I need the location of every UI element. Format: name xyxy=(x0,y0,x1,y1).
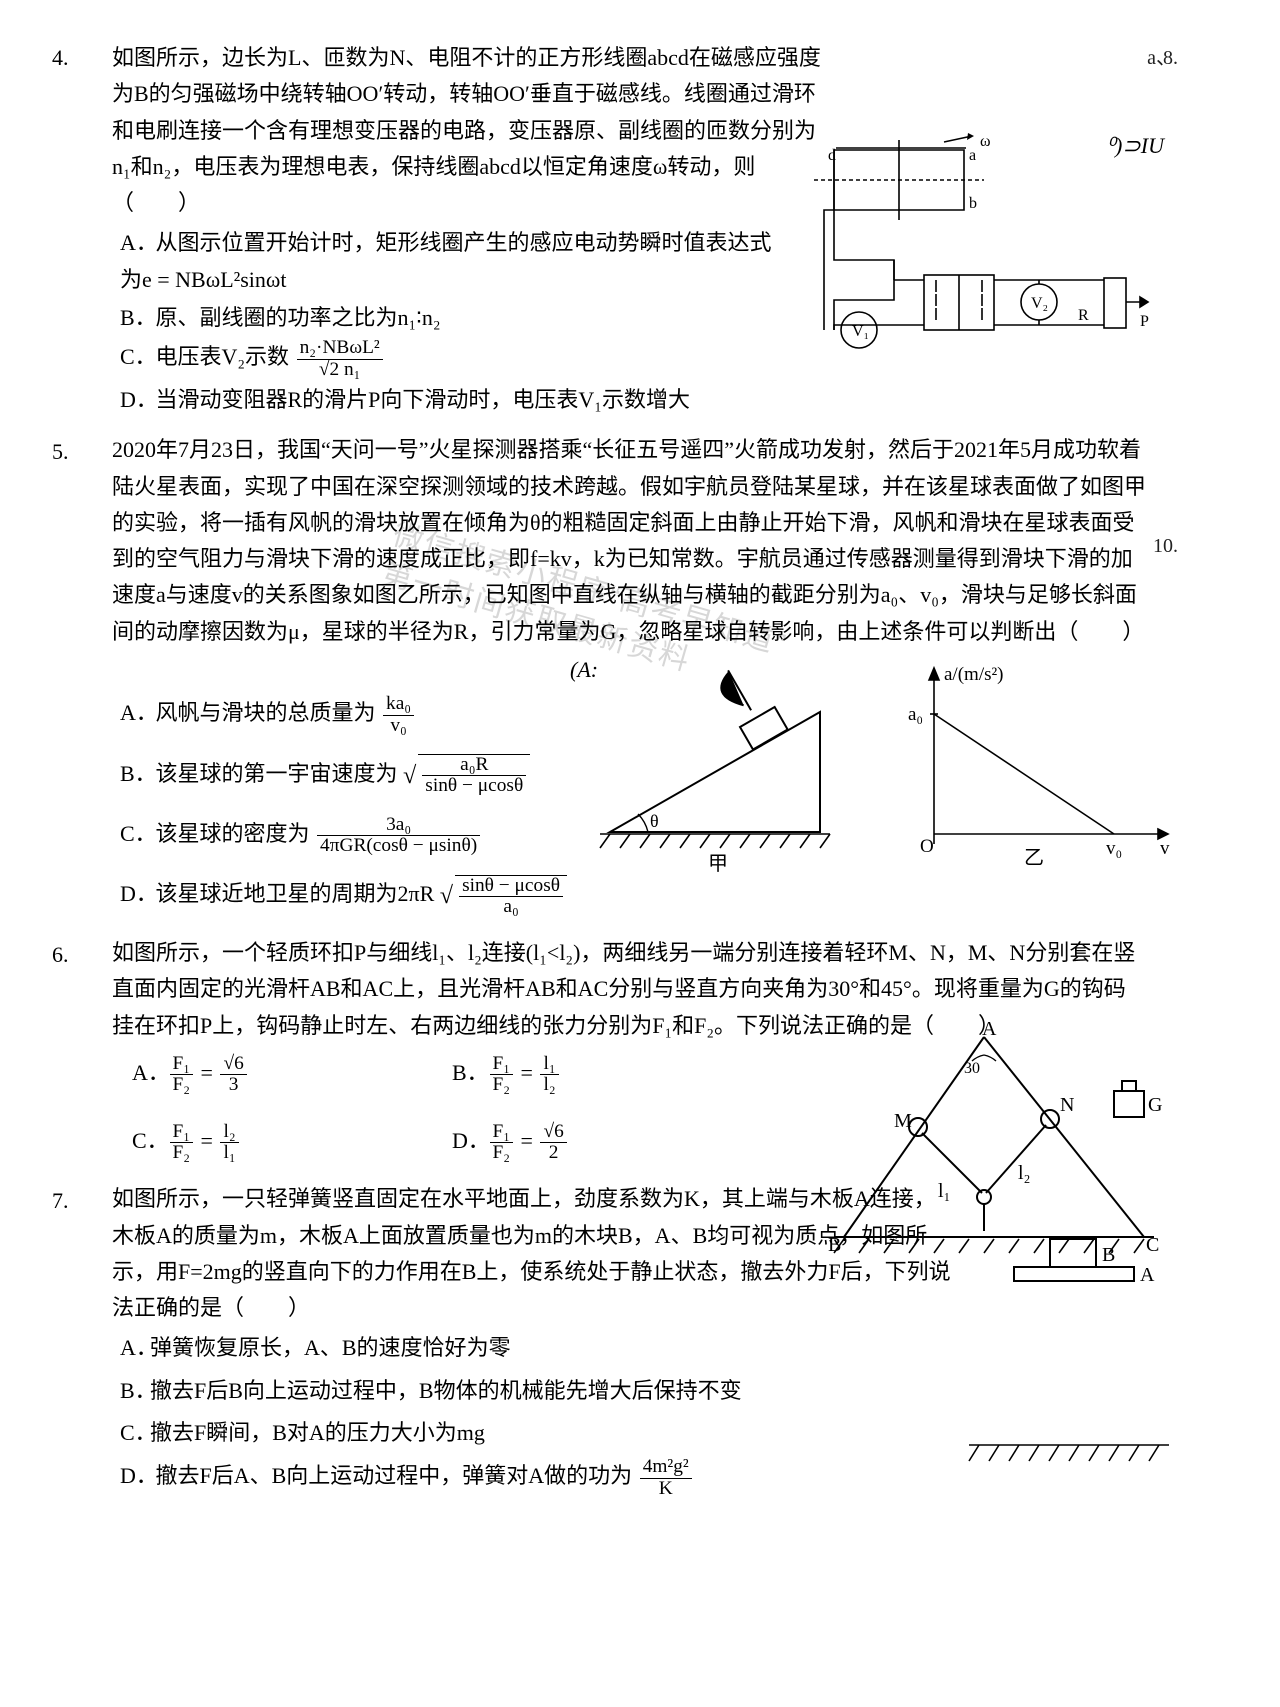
q4-number: 4. xyxy=(52,40,69,76)
q5-B-pre: 该星球的第一宇宙速度为 xyxy=(156,761,398,786)
q6-D: D． F₁F₂ = √62 xyxy=(452,1122,712,1164)
question-7: 7. 如图所示，一只轻弹簧竖直固定在水平地面上，劲度系数为K，其上端与木板A连接… xyxy=(90,1181,1154,1499)
q7-body: 如图所示，一只轻弹簧竖直固定在水平地面上，劲度系数为K，其上端与木板A连接，木板… xyxy=(112,1186,951,1320)
q6-C-label: C． xyxy=(132,1123,162,1159)
q6-D-label: D． xyxy=(452,1123,482,1159)
svg-text:ω: ω xyxy=(980,133,991,150)
q4-A-label: A． xyxy=(120,225,150,261)
q5-figure-1: θ 甲 xyxy=(590,672,870,872)
q7-number: 7. xyxy=(52,1183,69,1219)
q7-C-label: C． xyxy=(120,1415,150,1451)
svg-text:A: A xyxy=(1140,1264,1155,1286)
q4-B-label: B． xyxy=(120,300,150,336)
q4-A: 从图示位置开始计时，矩形线圈产生的感应电动势瞬时值表达式为e = NBωL²si… xyxy=(120,230,772,291)
svg-text:N: N xyxy=(1060,1094,1074,1116)
q7-C: 撤去F瞬间，B对A的压力大小为mg xyxy=(150,1420,485,1445)
q5-fig2-svg: a/(m/s²) a₀ O v₀ v 乙 xyxy=(894,664,1184,874)
svg-text:G: G xyxy=(1148,1094,1162,1116)
q4-fig-iu: ⁰)⊃IU xyxy=(1106,128,1164,164)
svg-text:b: b xyxy=(969,195,977,212)
question-6: 6. 如图所示，一个轻质环扣P与细线l₁、l₂连接(l₁<l₂)，两细线另一端分… xyxy=(90,935,1154,1163)
q6-B: B． F₁F₂ = l₁l₂ xyxy=(452,1054,712,1096)
q5-A-pre: 风帆与滑块的总质量为 xyxy=(156,700,376,725)
q5-B-label: B． xyxy=(120,756,150,792)
q5-body: 2020年7月23日，我国“天问一号”火星探测器搭乘“长征五号遥四”火箭成功发射… xyxy=(112,437,1146,643)
q7-D-frac: 4m²g²K xyxy=(640,1457,692,1499)
q4-C-pre: 电压表V₂示数 xyxy=(156,344,290,369)
q5-C-label: C． xyxy=(120,816,150,852)
question-5: 5. 2020年7月23日，我国“天问一号”火星探测器搭乘“长征五号遥四”火箭成… xyxy=(90,432,1154,917)
q5-A-frac: ka₀v₀ xyxy=(383,694,414,736)
q5-C-pre: 该星球的密度为 xyxy=(156,821,310,846)
svg-text:a₀: a₀ xyxy=(908,704,923,725)
svg-text:甲: 甲 xyxy=(708,853,728,875)
q7-A-label: A． xyxy=(120,1330,150,1366)
q7-D-label: D． xyxy=(120,1458,150,1494)
q6-A-label: A． xyxy=(132,1055,162,1091)
q5-number: 5. xyxy=(52,434,69,470)
q5-C-frac: 3a₀4πGR(cosθ − μsinθ) xyxy=(317,815,480,857)
q7-D-pre: 撤去F后A、B向上运动过程中，弹簧对A做的功为 xyxy=(156,1463,633,1488)
margin-note-10: 10. xyxy=(1153,530,1178,563)
svg-text:a: a xyxy=(969,147,976,164)
svg-text:乙: 乙 xyxy=(1024,847,1044,869)
q6-B-label: B． xyxy=(452,1055,482,1091)
q5-A-label: A． xyxy=(120,695,150,731)
q4-C-frac: n₂·NBωL² √2 n₁ xyxy=(297,338,383,380)
svg-text:v₀: v₀ xyxy=(1106,838,1122,859)
q4-B: 原、副线圈的功率之比为n₁∶n₂ xyxy=(156,305,441,330)
svg-text:V₁: V₁ xyxy=(852,323,869,340)
q7-B-label: B． xyxy=(120,1373,150,1409)
svg-text:P: P xyxy=(1140,313,1149,330)
q5-figure-2: a/(m/s²) a₀ O v₀ v 乙 xyxy=(894,664,1184,874)
q7-figure: B A xyxy=(984,1227,1174,1317)
q7-ground xyxy=(964,1439,1174,1469)
svg-text:a/(m/s²): a/(m/s²) xyxy=(944,664,1004,685)
q6-number: 6. xyxy=(52,937,69,973)
svg-text:R: R xyxy=(1078,307,1089,324)
svg-text:B: B xyxy=(1102,1244,1115,1266)
q5-fig1-svg: θ 甲 xyxy=(590,672,870,872)
q4-D: 当滑动变阻器R的滑片P向下滑动时，电压表V₁示数增大 xyxy=(156,387,690,412)
q4-C-label: C． xyxy=(120,339,150,375)
q4-body: 如图所示，边长为L、匝数为N、电阻不计的正方形线圈abcd在磁感应强度为B的匀强… xyxy=(112,45,821,215)
q5-B-frac: a₀Rsinθ − μcosθ xyxy=(418,754,530,797)
q6-A: A． F₁F₂ = √63 xyxy=(132,1054,392,1096)
svg-text:v: v xyxy=(1160,838,1170,859)
q5-D-pre: 该星球近地卫星的周期为2πR xyxy=(156,881,435,906)
svg-text:A: A xyxy=(982,1018,997,1040)
q7-A: 弹簧恢复原长，A、B的速度恰好为零 xyxy=(150,1335,511,1360)
svg-text:30: 30 xyxy=(964,1060,980,1077)
svg-text:θ: θ xyxy=(650,811,659,831)
svg-text:M: M xyxy=(894,1110,912,1132)
question-4: 4. 如图所示，边长为L、匝数为N、电阻不计的正方形线圈abcd在磁感应强度为B… xyxy=(90,40,1154,418)
svg-text:O: O xyxy=(920,836,934,857)
q7-fig-svg: B A xyxy=(984,1227,1174,1317)
q4-D-label: D． xyxy=(120,382,150,418)
svg-text:V₂: V₂ xyxy=(1031,295,1048,312)
q6-C: C． F₁F₂ = l₂l₁ xyxy=(132,1122,392,1164)
q4-figure: ⁰)⊃IU a b d ω xyxy=(804,130,1174,340)
q5-D-label: D． xyxy=(120,876,150,912)
q7-B: 撤去F后B向上运动过程中，B物体的机械能先增大后保持不变 xyxy=(150,1378,742,1403)
q5-D-frac: sinθ − μcosθa₀ xyxy=(455,875,567,918)
